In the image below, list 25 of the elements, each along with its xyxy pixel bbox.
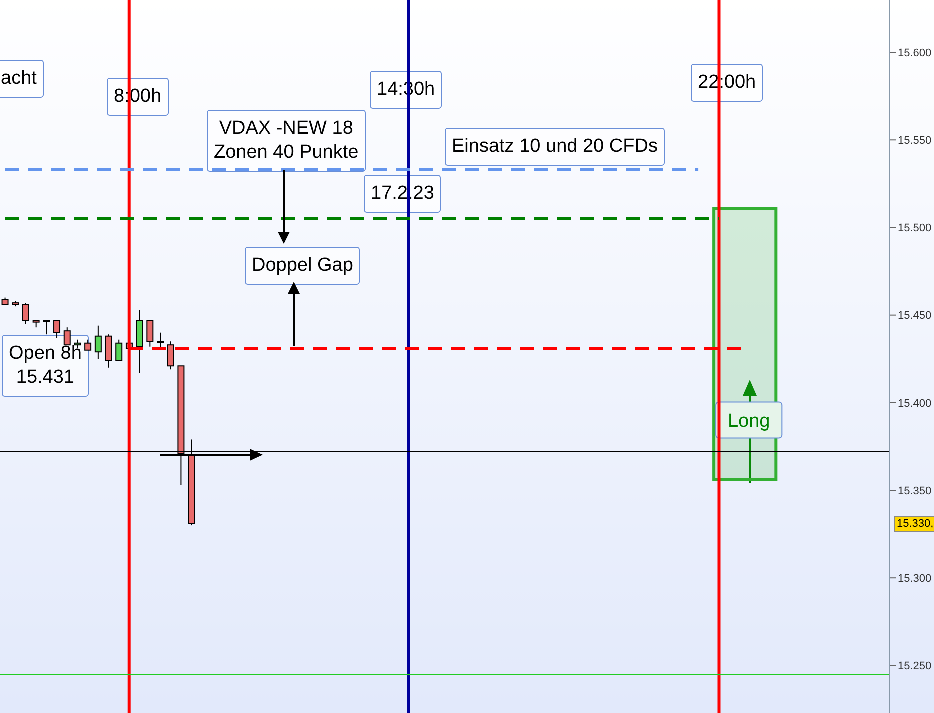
candlestick (22, 302, 30, 325)
candlestick (64, 327, 71, 346)
annotation: Doppel Gap (245, 247, 360, 285)
y-tick-label: 15.400 (898, 398, 932, 410)
annotation: acht (0, 60, 44, 98)
y-tick-label: 15.600 (898, 47, 932, 60)
band-label: Long (728, 411, 770, 432)
candlestick (84, 339, 92, 351)
y-tick-label: 15.350 (898, 485, 932, 498)
text: 15.330, (894, 516, 934, 532)
candlestick (157, 332, 164, 350)
y-tick-label: 15.250 (898, 660, 932, 673)
candlestick (94, 325, 102, 360)
y-tick-label: 15.300 (898, 573, 932, 586)
y-tick-label: 15.550 (898, 135, 932, 148)
candlestick (146, 320, 154, 348)
y-tick-label: 15.500 (898, 222, 932, 235)
candlestick (54, 320, 61, 339)
candlestick (116, 339, 123, 362)
annotation: VDAX -NEW 18 Zonen 40 Punkte (207, 110, 366, 172)
y-tick-label: 15.450 (898, 310, 932, 322)
candlestick (167, 341, 174, 370)
candlestick (43, 320, 50, 336)
annotation: Open 8h 15.431 (2, 335, 89, 397)
annotation: Einsatz 10 und 20 CFDs (445, 128, 665, 166)
